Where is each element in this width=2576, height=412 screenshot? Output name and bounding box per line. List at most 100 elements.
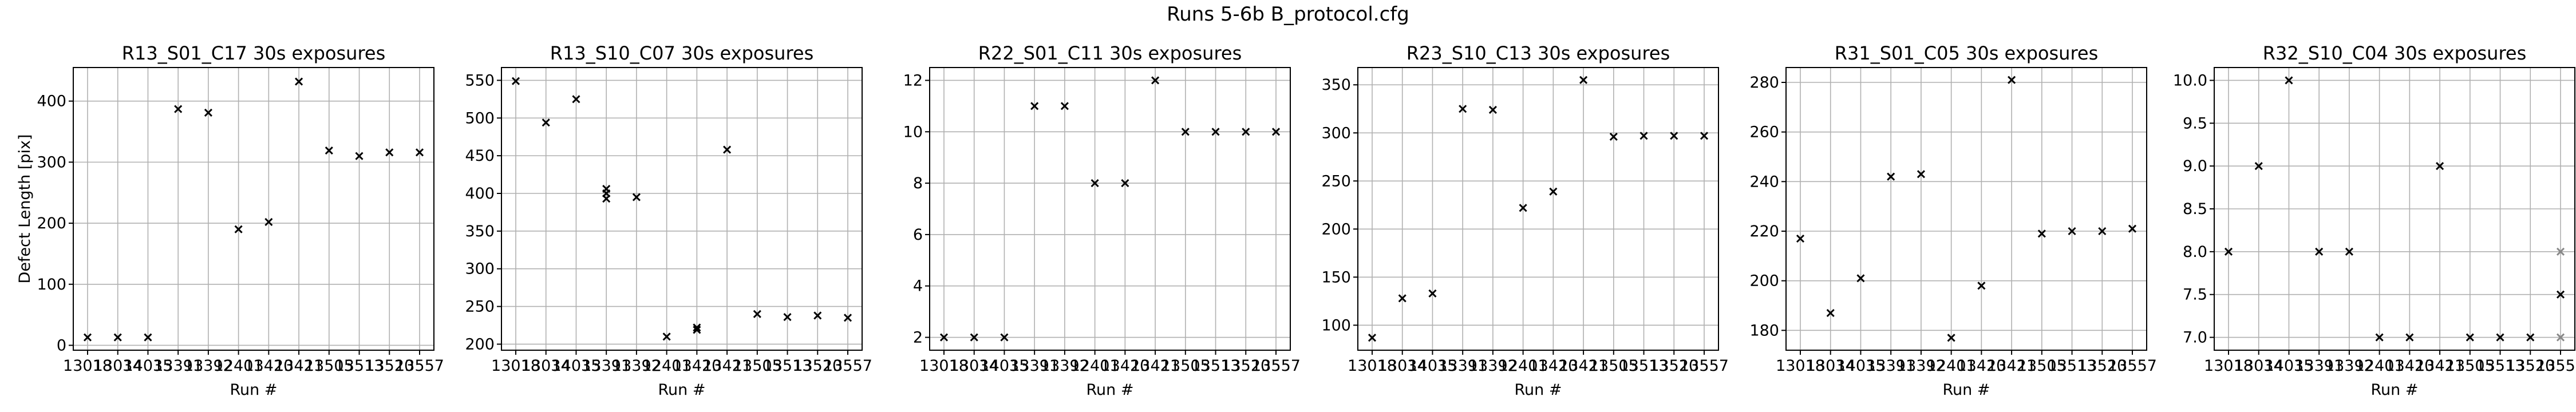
y-tick-label: 200 (1749, 272, 1779, 290)
x-tick-label: 13421 (2415, 357, 2464, 375)
y-tick-label: 6 (913, 226, 923, 244)
data-point-stroke-b (632, 193, 641, 201)
x-tick-label: 13392 (1040, 357, 1089, 375)
data-point-stroke-b (939, 333, 949, 342)
data-point-stroke-b (2098, 227, 2107, 236)
x-tick-label: 13513 (2048, 357, 2097, 375)
data-point (1459, 105, 1467, 113)
data-point-stroke-b (753, 310, 761, 318)
data-point-stroke-b (174, 105, 183, 113)
y-tick-label: 220 (1749, 223, 1779, 240)
data-point-stroke-b (1368, 334, 1377, 342)
data-point (2037, 229, 2046, 238)
data-point (2556, 333, 2565, 342)
data-point (2068, 227, 2076, 236)
x-tick-label: 13520 (2506, 357, 2555, 375)
data-point (2285, 76, 2293, 85)
x-tick-label: 13505 (733, 357, 782, 375)
data-point-stroke-b (1030, 102, 1039, 110)
x-tick-label: 13513 (335, 357, 384, 375)
data-point (1796, 234, 1805, 243)
x-tick-label: 13391 (1010, 357, 1059, 375)
x-tick-label: 13018 (1776, 357, 1825, 375)
panel-title: R31_S01_C05 30s exposures (1835, 42, 2099, 64)
y-tick-label: 400 (37, 93, 66, 110)
data-point (662, 332, 671, 341)
data-point-stroke-b (783, 312, 792, 322)
data-point (2098, 227, 2107, 236)
data-point-stroke-b (2556, 290, 2565, 299)
data-point-stroke-b (2315, 247, 2324, 256)
y-axis-label: Defect Length [pix] (16, 134, 34, 284)
axes-frame (501, 67, 863, 351)
x-tick-label: 13392 (1468, 357, 1518, 375)
y-tick-label: 7.0 (2183, 329, 2207, 347)
data-point-stroke-b (1271, 128, 1281, 136)
x-axis-label: Run # (658, 381, 706, 399)
y-tick-label: 350 (1321, 76, 1351, 94)
data-point-stroke-b (723, 145, 732, 154)
data-point-stroke-b (144, 333, 152, 342)
data-point (783, 312, 792, 322)
axes-frame (929, 67, 1291, 351)
data-point-stroke-b (511, 77, 520, 85)
data-point-stroke-b (1826, 308, 1835, 318)
panel-title: R13_S01_C17 30s exposures (122, 42, 386, 64)
x-tick-label: 13420 (1100, 357, 1149, 375)
x-tick-label: 13018 (1348, 357, 1397, 375)
y-tick-label: 0 (57, 336, 66, 354)
y-tick-label: 240 (1749, 173, 1779, 191)
data-point (1977, 282, 1986, 290)
data-point (325, 146, 333, 155)
data-point (693, 323, 701, 332)
x-tick-label: 14035 (124, 357, 173, 375)
x-tick-label: 13557 (2536, 357, 2576, 375)
data-point-stroke-b (415, 148, 424, 157)
data-point-stroke-b (1488, 105, 1497, 114)
x-tick-label: 13391 (1866, 357, 1915, 375)
data-point-stroke-b (693, 326, 701, 334)
data-point (1639, 132, 1648, 140)
axes-frame (1357, 67, 1719, 351)
data-point (1151, 76, 1160, 85)
data-point-stroke-b (295, 77, 303, 86)
y-tick-label: 280 (1749, 74, 1779, 92)
data-point (1091, 179, 1099, 188)
y-tick-label: 200 (1321, 220, 1351, 238)
panels: R13_S01_C17 30s exposures 0 100 200 300 400 13… (16, 42, 2576, 399)
x-tick-label: 13557 (395, 357, 444, 375)
data-point (1917, 170, 1925, 179)
data-point-stroke-b (2254, 162, 2263, 171)
x-tick-label: 13420 (672, 357, 721, 375)
axes-frame (73, 67, 434, 351)
data-point (813, 311, 822, 320)
data-point-stroke-b (1609, 132, 1618, 141)
data-point (234, 225, 243, 233)
data-point (2405, 333, 2414, 342)
data-point (1242, 128, 1250, 136)
x-tick-label: 13018 (491, 357, 540, 375)
x-tick-label: 13392 (184, 357, 233, 375)
data-point-stroke-b (2128, 224, 2137, 233)
x-tick-label: 12401 (1927, 357, 1976, 375)
x-tick-label: 14035 (1836, 357, 1886, 375)
data-point-stroke-b (264, 217, 273, 227)
x-tick-label: 13391 (153, 357, 203, 375)
x-tick-label: 13557 (1251, 357, 1301, 375)
data-point-stroke-b (1242, 128, 1250, 136)
x-tick-label: 12401 (1499, 357, 1548, 375)
data-point-stroke-b (2526, 333, 2535, 342)
y-tick-label: 550 (465, 72, 495, 89)
data-point (1060, 102, 1069, 110)
data-point (1947, 334, 1955, 342)
x-axis-label: Run # (1515, 381, 1562, 399)
x-tick-label: 13391 (2294, 357, 2344, 375)
data-point (2315, 247, 2324, 256)
y-tick-label: 100 (1321, 316, 1351, 334)
axes-frame (1785, 67, 2147, 351)
data-point-stroke-b (602, 185, 611, 193)
axes-frame (2214, 67, 2575, 351)
data-point-stroke-b (693, 323, 701, 332)
x-tick-label: 13421 (1987, 357, 2036, 375)
